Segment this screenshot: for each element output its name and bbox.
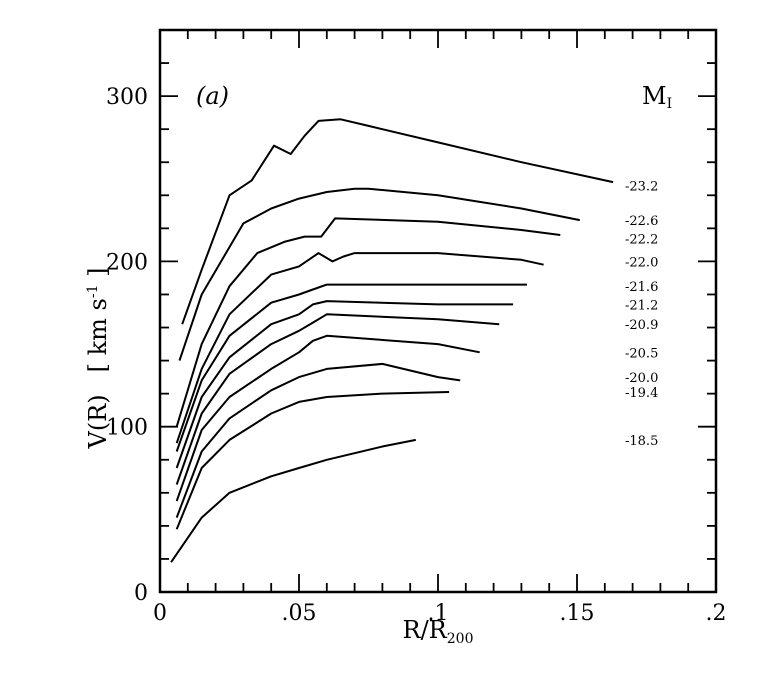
- x-tick-label: .05: [282, 601, 317, 626]
- axis-ticks: [159, 29, 717, 593]
- series-label: -20.5: [625, 346, 658, 361]
- series-label: -18.5: [625, 434, 658, 449]
- series-line: [175, 252, 544, 444]
- series-line: [175, 362, 461, 518]
- series-line: [175, 391, 450, 530]
- magnitude-labels: -23.2 -22.6 -22.2 -22.0 -21.6 -21.2 -20.9 -20.5…: [625, 179, 658, 449]
- series-label: -20.9: [625, 318, 658, 333]
- x-tick-label: 0: [153, 601, 167, 626]
- x-axis-title: R/R200: [403, 616, 474, 647]
- series-label: -22.2: [625, 232, 658, 247]
- series-line: [175, 334, 480, 502]
- series-label: -21.6: [625, 280, 658, 295]
- series-label: -23.2: [625, 179, 658, 194]
- panel-label: (a): [196, 82, 229, 110]
- series-line: [175, 313, 500, 485]
- series-line: [175, 300, 514, 469]
- y-tick-label: 100: [106, 416, 148, 441]
- series-line: [181, 118, 614, 325]
- series-label: -22.6: [625, 214, 658, 229]
- series-line: [170, 438, 416, 563]
- x-tick-label: .2: [706, 601, 727, 626]
- series-line: [175, 217, 561, 427]
- x-tick-label: .1: [428, 601, 449, 626]
- tick-labels: 0 .05 .1 .15 .2 0 100 200 300: [106, 85, 727, 626]
- series-lines: [170, 118, 614, 563]
- series-line: [175, 283, 527, 452]
- series-line: [178, 187, 580, 361]
- series-label: -20.0: [625, 371, 658, 386]
- series-label: -21.2: [625, 298, 658, 313]
- y-axis-title: V(R)[ km s-1 ]: [84, 267, 112, 449]
- y-tick-label: 300: [106, 85, 148, 110]
- y-tick-label: 0: [134, 581, 148, 606]
- y-tick-label: 200: [106, 250, 148, 275]
- x-tick-label: .15: [560, 601, 595, 626]
- series-label: -22.0: [625, 255, 658, 270]
- legend-title: MI: [642, 82, 672, 112]
- series-label: -19.4: [625, 386, 658, 401]
